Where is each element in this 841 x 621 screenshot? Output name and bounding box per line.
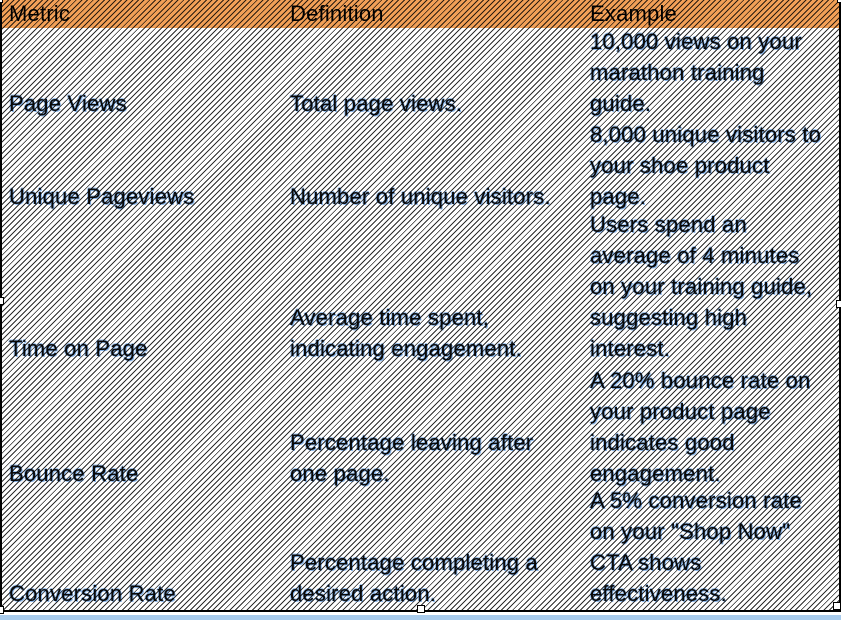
selection-handle-top-left[interactable] xyxy=(0,0,3,3)
header-cell-metric[interactable]: Metric xyxy=(2,0,283,28)
metrics-table-grid: Metric Definition Example Page Views Tot… xyxy=(2,0,839,610)
cell-metric[interactable]: Page Views xyxy=(9,91,127,116)
cell-example[interactable]: Users spend an average of 4 minutes on y… xyxy=(590,212,813,361)
cell-definition[interactable]: Number of unique visitors. xyxy=(290,184,551,209)
cell-definition[interactable]: Average time spent, indicating engagemen… xyxy=(290,305,522,361)
selection-handle-bottom-left[interactable] xyxy=(0,606,4,614)
cell-example[interactable]: A 20% bounce rate on your product page i… xyxy=(590,368,811,486)
cell-example[interactable]: 10,000 views on your marathon training g… xyxy=(590,29,802,116)
cell-definition[interactable]: Total page views. xyxy=(290,91,463,116)
cell-metric[interactable]: Time on Page xyxy=(9,336,148,361)
cell-metric[interactable]: Conversion Rate xyxy=(9,581,176,606)
cell-definition[interactable]: Percentage leaving after one page. xyxy=(290,430,534,486)
selection-handle-bottom-middle[interactable] xyxy=(417,605,425,613)
selection-handle-bottom-right[interactable] xyxy=(833,602,841,610)
selection-handle-right-middle[interactable] xyxy=(836,300,841,308)
cell-definition[interactable]: Percentage completing a desired action. xyxy=(290,550,538,606)
cell-example[interactable]: A 5% conversion rate on your "Shop Now" … xyxy=(590,488,802,606)
cell-metric[interactable]: Unique Pageviews xyxy=(9,184,195,209)
header-cell-definition[interactable]: Definition xyxy=(283,0,583,28)
cell-example[interactable]: 8,000 unique visitors to your shoe produ… xyxy=(590,122,822,209)
cell-metric[interactable]: Bounce Rate xyxy=(9,461,139,486)
header-cell-example[interactable]: Example xyxy=(583,0,839,28)
selection-handle-left-middle[interactable] xyxy=(0,297,4,305)
selection-bottom-bar xyxy=(0,615,841,620)
selection-handle-top-right[interactable] xyxy=(837,0,841,3)
